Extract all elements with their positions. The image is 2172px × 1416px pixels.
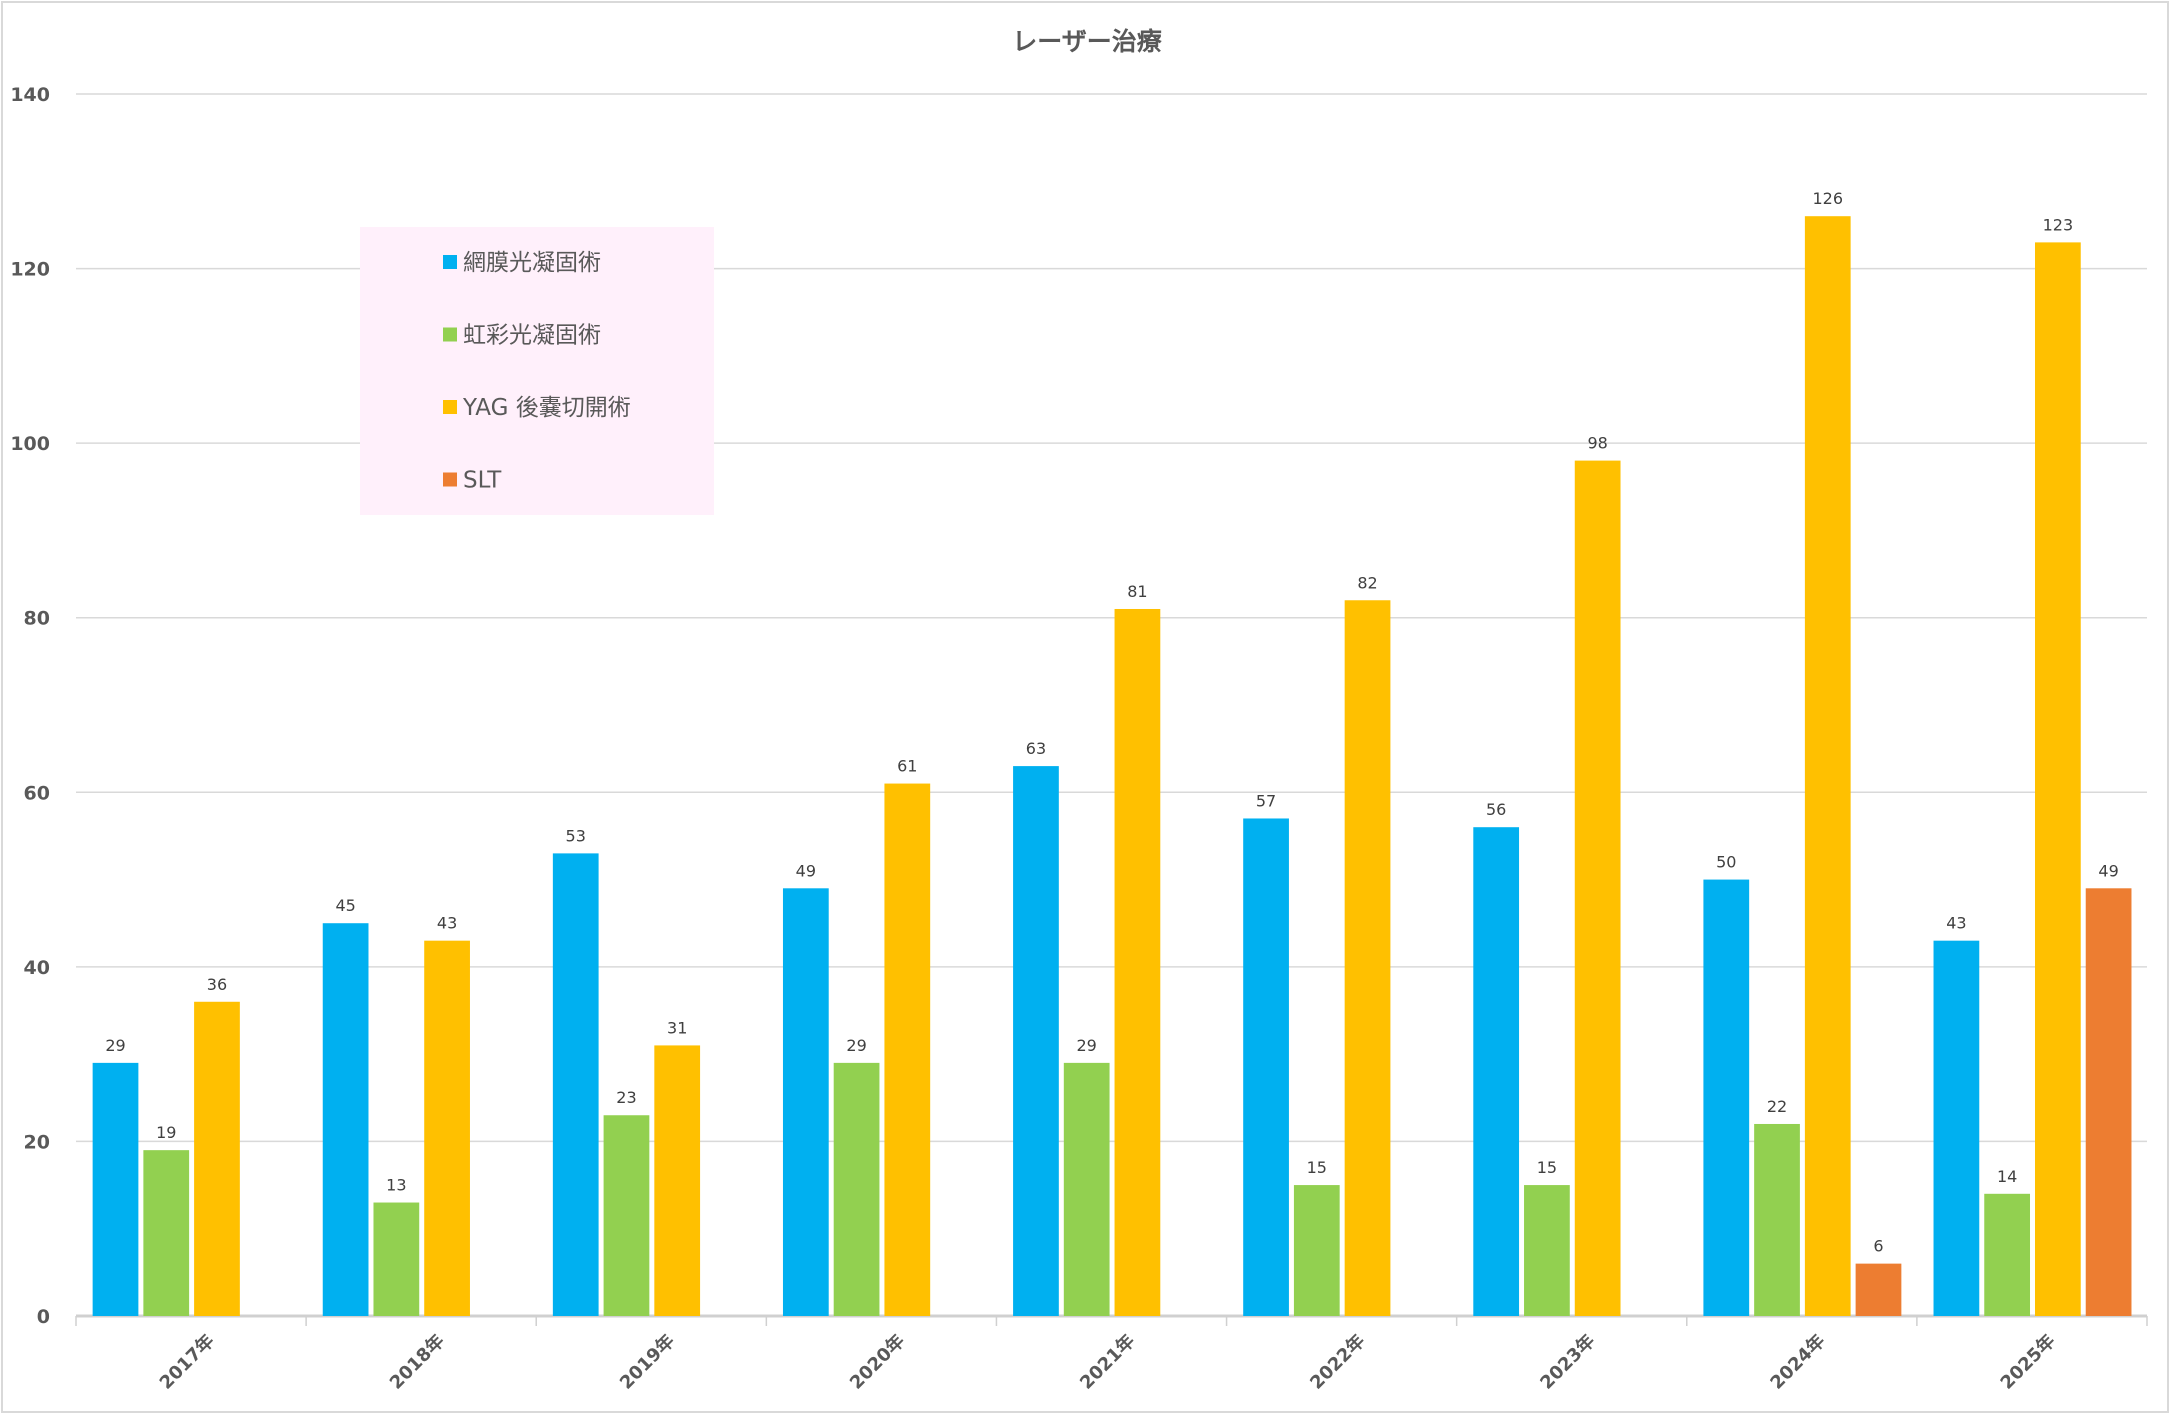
y-tick-label: 120	[10, 259, 50, 281]
data-label: 56	[1486, 800, 1506, 819]
y-tick-label: 140	[10, 84, 50, 106]
x-tick-label: 2020年	[845, 1330, 909, 1394]
data-label: 63	[1026, 739, 1046, 758]
data-label: 31	[667, 1018, 687, 1037]
bar-網膜光凝固術-2024年	[1703, 879, 1750, 1316]
x-tick-label: 2019年	[615, 1330, 679, 1394]
data-label: 81	[1127, 582, 1147, 601]
data-label: 43	[437, 914, 457, 933]
bar-虹彩光凝固術-2024年	[1754, 1123, 1800, 1316]
bar-虹彩光凝固術-2017年	[143, 1150, 190, 1316]
data-label: 98	[1587, 434, 1607, 453]
x-tick-label: 2023年	[1536, 1330, 1600, 1394]
bar-網膜光凝固術-2022年	[1243, 818, 1289, 1316]
x-tick-label: 2018年	[385, 1330, 449, 1394]
bar-虹彩光凝固術-2023年	[1524, 1185, 1570, 1316]
x-axis: 2017年 2018年 2019年 2020年 2021年 2022年 2023年 2024年…	[75, 1316, 2148, 1394]
bar-YAG 後嚢切開術-2021年	[1114, 608, 1161, 1316]
gridlines	[76, 93, 2147, 1318]
data-label: 61	[897, 757, 917, 776]
y-tick-label: 100	[10, 433, 50, 455]
y-tick-label: 20	[24, 1131, 50, 1153]
data-label: 50	[1716, 853, 1736, 872]
bar-YAG 後嚢切開術-2017年	[194, 1001, 240, 1316]
bar-網膜光凝固術-2017年	[92, 1062, 139, 1316]
bar-YAG 後嚢切開術-2018年	[424, 940, 470, 1316]
data-label: 29	[1077, 1036, 1097, 1055]
legend-label: 網膜光凝固術	[463, 250, 601, 276]
bar-YAG 後嚢切開術-2019年	[654, 1045, 701, 1316]
bar-網膜光凝固術-2023年	[1473, 827, 1520, 1316]
data-label: 23	[616, 1088, 636, 1107]
legend-swatch	[443, 472, 457, 487]
y-tick-label: 40	[24, 957, 50, 979]
bar-YAG 後嚢切開術-2022年	[1344, 600, 1391, 1316]
x-tick-label: 2021年	[1075, 1330, 1139, 1394]
y-tick-label: 60	[24, 782, 50, 804]
bar-SLT-2025年	[2085, 888, 2132, 1316]
bars: 29 19 36 45 13 43 53 23 31 49 29 61 63 29 81 57 15 82 56 15…	[92, 189, 2132, 1317]
data-label: 15	[1537, 1158, 1557, 1177]
data-label: 49	[2098, 861, 2118, 880]
x-tick-label: 2022年	[1306, 1330, 1370, 1394]
bar-虹彩光凝固術-2018年	[373, 1202, 420, 1316]
y-axis: 0 20 40 60 80 100 120 140	[10, 84, 50, 1328]
legend-swatch	[443, 327, 457, 342]
data-label: 15	[1307, 1158, 1327, 1177]
legend-label: SLT	[463, 468, 502, 494]
bar-網膜光凝固術-2020年	[782, 888, 829, 1316]
legend-box	[360, 227, 714, 515]
bar-虹彩光凝固術-2025年	[1984, 1193, 2031, 1316]
bar-虹彩光凝固術-2022年	[1293, 1185, 1340, 1316]
data-label: 6	[1873, 1237, 1883, 1256]
x-tick-label: 2017年	[155, 1330, 219, 1394]
data-label: 49	[796, 861, 816, 880]
x-tick-label: 2025年	[1996, 1330, 2060, 1394]
bar-網膜光凝固術-2019年	[552, 853, 599, 1316]
chart-title: レーザー治療	[1012, 27, 1162, 56]
data-label: 45	[335, 896, 355, 915]
data-label: 43	[1946, 914, 1966, 933]
data-label: 22	[1767, 1097, 1787, 1116]
data-label: 29	[105, 1036, 125, 1055]
data-label: 82	[1357, 573, 1377, 592]
bar-網膜光凝固術-2021年	[1013, 766, 1059, 1316]
data-label: 57	[1256, 791, 1276, 810]
data-label: 123	[2043, 215, 2074, 234]
legend-swatch	[443, 400, 457, 414]
bar-YAG 後嚢切開術-2025年	[2034, 242, 2081, 1316]
bar-網膜光凝固術-2018年	[322, 923, 369, 1316]
data-label: 29	[846, 1036, 866, 1055]
bar-虹彩光凝固術-2020年	[833, 1062, 880, 1316]
data-label: 126	[1812, 189, 1843, 208]
y-tick-label: 80	[24, 608, 50, 630]
legend-swatch	[443, 255, 457, 269]
bar-虹彩光凝固術-2021年	[1063, 1062, 1110, 1316]
bar-YAG 後嚢切開術-2024年	[1804, 216, 1851, 1317]
bar-網膜光凝固術-2025年	[1933, 940, 1980, 1316]
data-label: 19	[156, 1123, 176, 1142]
legend-label: YAG 後嚢切開術	[462, 395, 631, 421]
x-tick-label: 2024年	[1766, 1330, 1830, 1394]
bar-SLT-2024年	[1855, 1263, 1902, 1316]
data-label: 36	[207, 975, 227, 994]
bar-YAG 後嚢切開術-2023年	[1574, 460, 1621, 1317]
data-label: 53	[566, 826, 586, 845]
data-label: 14	[1997, 1167, 2017, 1186]
legend-label: 虹彩光凝固術	[463, 323, 601, 349]
data-label: 13	[386, 1176, 406, 1195]
y-tick-label: 0	[37, 1306, 50, 1328]
bar-YAG 後嚢切開術-2020年	[884, 783, 931, 1316]
bar-虹彩光凝固術-2019年	[603, 1115, 650, 1316]
